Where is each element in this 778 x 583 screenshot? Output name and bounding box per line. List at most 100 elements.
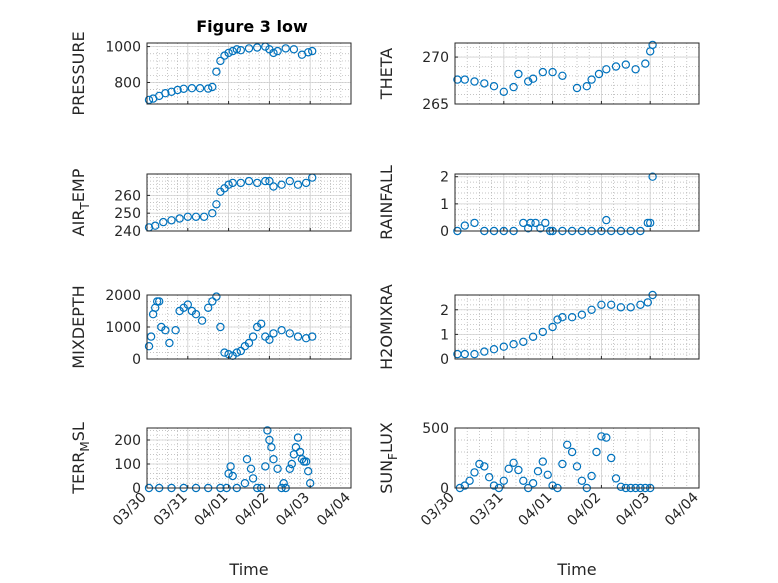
data-point: [228, 178, 237, 188]
y-tick-label: 265: [422, 97, 449, 113]
data-point: [246, 464, 256, 473]
data-point: [607, 300, 616, 309]
x-tick-label: 04/02: [564, 490, 604, 530]
data-point: [216, 322, 225, 332]
y-tick-label: 0: [132, 481, 141, 497]
data-point: [607, 453, 616, 463]
minor-grid: [454, 427, 700, 489]
data-point: [475, 459, 484, 469]
data-point: [504, 464, 513, 473]
y-tick-label: 1: [440, 197, 449, 213]
axes-box: [454, 42, 700, 105]
data-point: [480, 462, 489, 471]
x-tick-label: 04/01: [192, 490, 232, 530]
y-axis-label: TERRMSL: [69, 422, 92, 495]
data-point: [470, 77, 479, 86]
minor-grid: [454, 174, 700, 232]
data-point: [572, 462, 582, 471]
data-point: [269, 182, 278, 191]
data-point: [281, 44, 290, 53]
x-axis-label: Time: [228, 560, 268, 579]
y-tick-label: 1000: [105, 40, 141, 56]
data-point: [460, 349, 469, 359]
data-point: [293, 180, 303, 189]
data-point: [538, 327, 548, 337]
x-tick-label: 04/03: [273, 490, 313, 530]
data-point: [519, 476, 528, 485]
data-point: [626, 303, 635, 312]
data-point: [253, 43, 262, 52]
figure-title: Figure 3 low: [196, 17, 308, 36]
data-point: [242, 455, 252, 464]
data-point: [267, 443, 276, 452]
data-point: [548, 481, 557, 490]
data-point: [621, 60, 631, 69]
data-point: [602, 65, 611, 74]
data-point: [261, 462, 270, 471]
data-point: [602, 433, 611, 442]
data-point: [543, 470, 552, 479]
data-point: [228, 471, 237, 481]
data-point: [531, 218, 540, 228]
data-point: [577, 476, 587, 485]
data-point: [208, 208, 217, 218]
data-point: [161, 88, 170, 98]
data-point: [291, 443, 301, 452]
data-point: [553, 315, 562, 324]
data-point: [279, 479, 288, 488]
data-point: [470, 468, 479, 477]
data-point: [611, 62, 621, 71]
panel-4: 0 1 2 RAINFALL: [377, 165, 700, 240]
data-point: [285, 464, 294, 473]
data-point: [577, 310, 587, 319]
data-point: [273, 464, 282, 473]
x-tick-label: 04/04: [662, 489, 702, 529]
data-point: [558, 459, 567, 469]
x-tick-label: 04/01: [516, 490, 556, 530]
panel-8: 0 500 03/30 03/31 04/01 04/02 04/03 04/04 Time SU…: [377, 421, 702, 579]
data-point: [616, 482, 626, 491]
y-tick-label: 0: [132, 352, 141, 368]
data-point: [244, 176, 254, 186]
data-point: [191, 310, 201, 319]
data-point: [643, 218, 653, 228]
y-tick-label: 1: [440, 327, 449, 343]
data-point: [224, 180, 233, 189]
data-point: [265, 176, 274, 186]
data-point: [301, 178, 311, 188]
y-tick-label: 2000: [105, 288, 141, 304]
data-point: [641, 59, 650, 68]
data-point: [285, 176, 294, 186]
data-point: [582, 81, 592, 91]
x-tick-label: 03/31: [151, 490, 191, 530]
data-point: [195, 83, 205, 93]
axes-box: [454, 294, 700, 360]
data-point: [293, 433, 303, 442]
data-series: [144, 42, 317, 105]
y-tick-label: 800: [114, 75, 141, 91]
data-point: [301, 334, 311, 343]
data-series: [455, 432, 655, 493]
data-point: [232, 348, 241, 357]
data-point: [304, 467, 313, 476]
minor-grid: [454, 294, 700, 360]
data-point: [167, 216, 176, 225]
data-point: [526, 218, 535, 228]
data-point: [236, 346, 245, 356]
data-point: [465, 476, 474, 485]
data-point: [489, 481, 499, 490]
data-point: [567, 313, 577, 322]
y-tick-label: 0: [440, 352, 449, 368]
data-point: [167, 87, 176, 97]
axes-box: [146, 427, 352, 489]
data-point: [563, 440, 572, 449]
data-point: [208, 82, 217, 92]
data-point: [236, 178, 245, 188]
data-point: [509, 340, 518, 349]
data-point: [273, 46, 282, 56]
data-point: [212, 292, 221, 301]
data-point: [572, 83, 582, 93]
y-tick-label: 1000: [105, 320, 141, 336]
y-tick-label: 260: [114, 188, 141, 204]
